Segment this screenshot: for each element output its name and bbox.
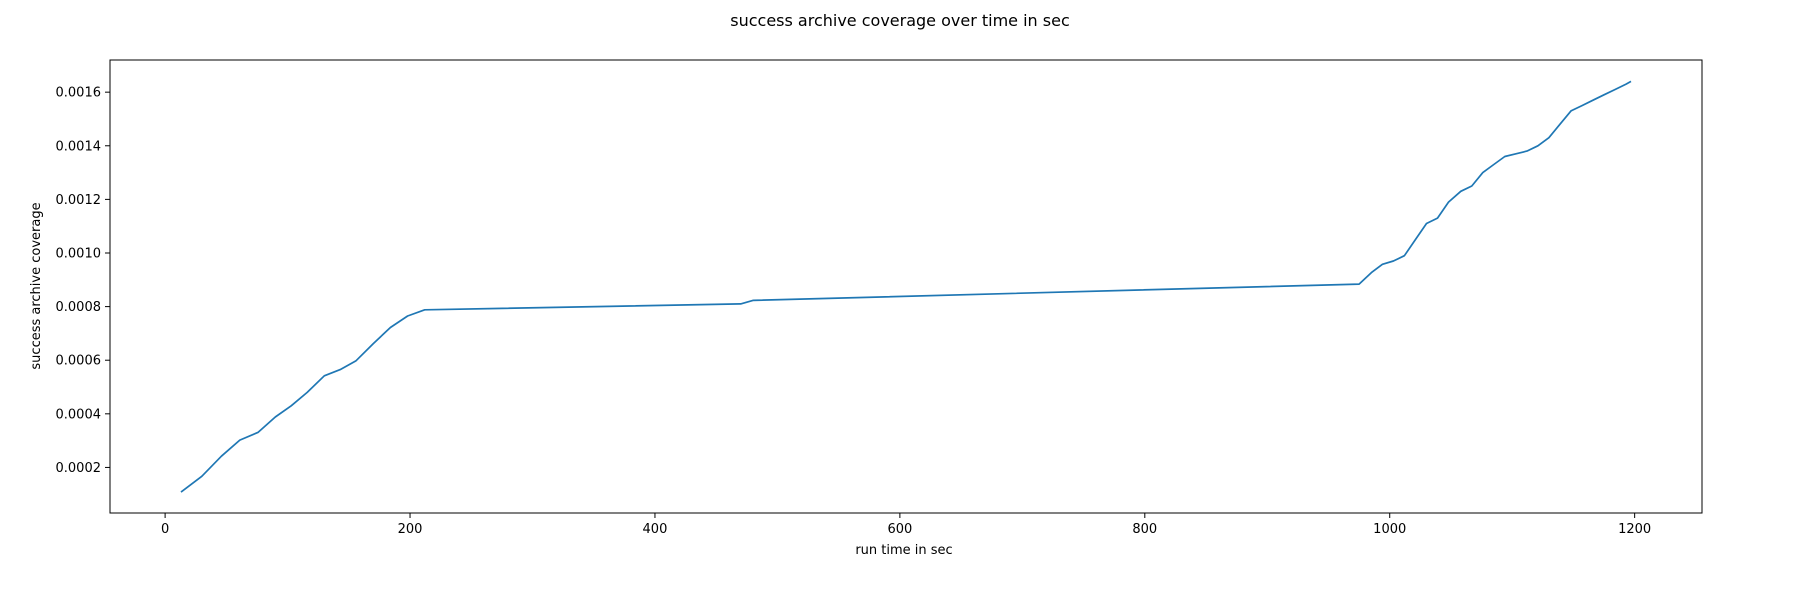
- y-tick-label: 0.0014: [56, 139, 102, 154]
- axes-frame: [109, 59, 1703, 514]
- x-tick-label: 1000: [1373, 522, 1406, 537]
- x-axis-title: run time in sec: [855, 543, 952, 558]
- y-tick-label: 0.0002: [56, 461, 102, 476]
- y-tick-label: 0.0016: [56, 86, 102, 101]
- y-tick-label: 0.0004: [56, 407, 102, 422]
- y-tick-label: 0.0010: [56, 246, 102, 261]
- y-tick-label: 0.0012: [56, 193, 102, 208]
- x-tick-label: 200: [398, 522, 423, 537]
- y-axis-title: success archive coverage: [29, 202, 44, 369]
- x-tick-label: 1200: [1618, 522, 1651, 537]
- plot-area: 0 200 400 600 800 1000 1200 0.0002 0.0004 0.0006 0…: [56, 59, 1703, 537]
- x-tick-label: 800: [1132, 522, 1157, 537]
- x-tick-label: 400: [643, 522, 668, 537]
- chart-title: success archive coverage over time in se…: [730, 11, 1070, 30]
- series-line: [180, 80, 1632, 493]
- y-tick-label: 0.0006: [56, 354, 102, 369]
- y-tick-label: 0.0008: [56, 300, 102, 315]
- x-tick-label: 0: [161, 522, 169, 537]
- x-tick-label: 600: [887, 522, 912, 537]
